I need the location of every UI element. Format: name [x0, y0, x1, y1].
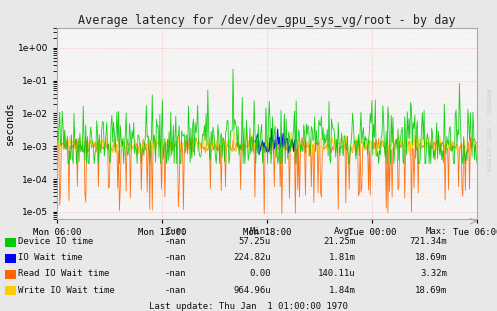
Title: Average latency for /dev/dev_gpu_sys_vg/root - by day: Average latency for /dev/dev_gpu_sys_vg/…: [79, 14, 456, 27]
Text: 224.82u: 224.82u: [233, 253, 271, 262]
Text: 1.84m: 1.84m: [329, 286, 355, 295]
Text: 3.32m: 3.32m: [420, 270, 447, 278]
Text: -nan: -nan: [165, 286, 186, 295]
Text: IO Wait time: IO Wait time: [18, 253, 83, 262]
Text: Cur:: Cur:: [165, 227, 186, 236]
Y-axis label: seconds: seconds: [5, 102, 15, 146]
Text: 57.25u: 57.25u: [239, 237, 271, 246]
Text: 721.34m: 721.34m: [410, 237, 447, 246]
Text: -nan: -nan: [165, 237, 186, 246]
Text: -nan: -nan: [165, 253, 186, 262]
Text: -nan: -nan: [165, 270, 186, 278]
Text: 140.11u: 140.11u: [318, 270, 355, 278]
Text: 1.81m: 1.81m: [329, 253, 355, 262]
Text: Min:: Min:: [249, 227, 271, 236]
Text: Read IO Wait time: Read IO Wait time: [18, 270, 110, 278]
Text: Max:: Max:: [426, 227, 447, 236]
Text: RRDTOOL / TOBI OETIKER: RRDTOOL / TOBI OETIKER: [486, 89, 491, 172]
Text: 18.69m: 18.69m: [415, 286, 447, 295]
Text: Last update: Thu Jan  1 01:00:00 1970: Last update: Thu Jan 1 01:00:00 1970: [149, 302, 348, 311]
Text: 18.69m: 18.69m: [415, 253, 447, 262]
Text: 21.25m: 21.25m: [323, 237, 355, 246]
Text: Write IO Wait time: Write IO Wait time: [18, 286, 115, 295]
Text: 0.00: 0.00: [249, 270, 271, 278]
Text: 964.96u: 964.96u: [233, 286, 271, 295]
Text: Avg:: Avg:: [334, 227, 355, 236]
Text: Device IO time: Device IO time: [18, 237, 93, 246]
